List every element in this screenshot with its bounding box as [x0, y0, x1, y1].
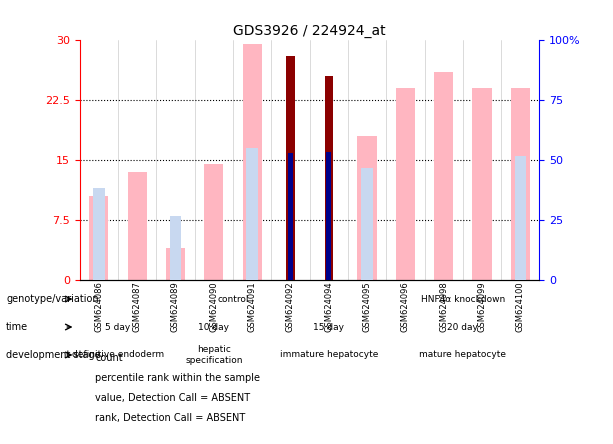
Text: genotype/variation: genotype/variation: [6, 294, 99, 304]
Bar: [327, 152, 331, 280]
Text: mature hepatocyte: mature hepatocyte: [419, 350, 506, 360]
Bar: [514, 156, 526, 280]
Bar: [434, 72, 453, 280]
Bar: [128, 172, 147, 280]
Title: GDS3926 / 224924_at: GDS3926 / 224924_at: [234, 24, 386, 38]
Bar: [286, 56, 295, 280]
Text: immature hepatocyte: immature hepatocyte: [280, 350, 378, 360]
Text: hepatic
specification: hepatic specification: [185, 345, 243, 365]
Bar: [246, 148, 258, 280]
Bar: [89, 196, 109, 280]
Text: development stage: development stage: [6, 350, 101, 360]
Text: HNF4α knockdown: HNF4α knockdown: [421, 294, 505, 304]
Bar: [324, 76, 333, 280]
Bar: [361, 168, 373, 280]
Bar: [166, 248, 185, 280]
Text: 10 day: 10 day: [198, 322, 229, 332]
Text: count: count: [95, 353, 123, 363]
Bar: [170, 216, 181, 280]
Bar: [204, 164, 223, 280]
Text: definitive endoderm: definitive endoderm: [72, 350, 164, 360]
Text: rank, Detection Call = ABSENT: rank, Detection Call = ABSENT: [95, 413, 245, 423]
Bar: [357, 136, 376, 280]
Bar: [288, 154, 293, 280]
Bar: [511, 88, 530, 280]
Text: value, Detection Call = ABSENT: value, Detection Call = ABSENT: [95, 393, 250, 403]
Bar: [93, 188, 105, 280]
Bar: [396, 88, 415, 280]
Bar: [243, 44, 262, 280]
Text: percentile rank within the sample: percentile rank within the sample: [95, 373, 260, 383]
Bar: [473, 88, 492, 280]
Text: 5 day: 5 day: [105, 322, 131, 332]
Text: 15 day: 15 day: [313, 322, 345, 332]
Text: 20 day: 20 day: [447, 322, 478, 332]
Text: time: time: [6, 322, 28, 332]
Text: control: control: [217, 294, 249, 304]
